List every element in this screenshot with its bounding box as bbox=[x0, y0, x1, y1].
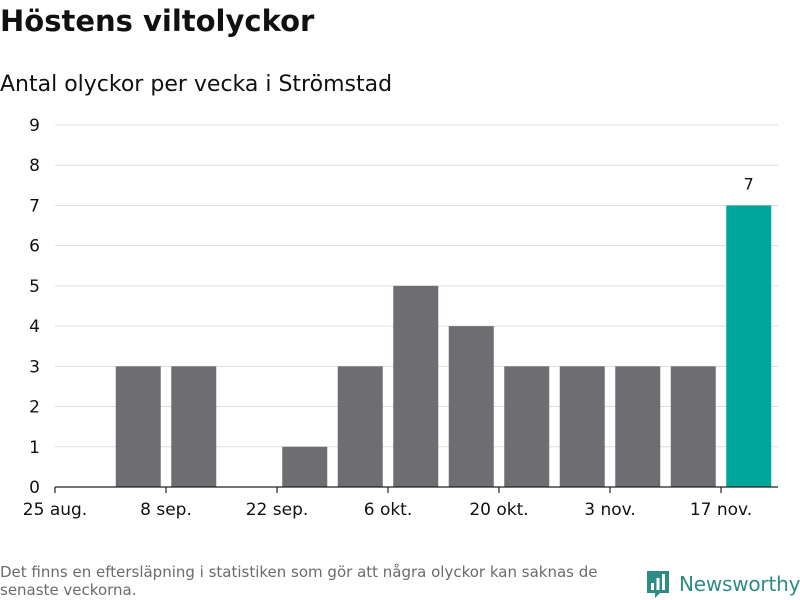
x-tick-label: 17 nov. bbox=[690, 500, 752, 520]
bar bbox=[449, 326, 494, 487]
y-tick-label: 7 bbox=[29, 196, 40, 216]
y-tick-label: 2 bbox=[29, 398, 40, 418]
bar bbox=[116, 366, 161, 487]
y-tick-label: 3 bbox=[29, 357, 40, 377]
x-tick-label: 22 sep. bbox=[246, 500, 309, 520]
bar bbox=[726, 205, 771, 487]
data-label: 7 bbox=[744, 174, 754, 193]
footnote: Det finns en eftersläpning i statistiken… bbox=[0, 563, 630, 599]
bar bbox=[171, 366, 216, 487]
y-tick-label: 5 bbox=[29, 277, 40, 297]
y-tick-label: 4 bbox=[29, 317, 40, 337]
bar bbox=[393, 286, 438, 487]
y-tick-label: 9 bbox=[29, 116, 40, 136]
x-tick-label: 20 okt. bbox=[469, 500, 528, 520]
bar bbox=[504, 366, 549, 487]
y-tick-label: 8 bbox=[29, 156, 40, 176]
bar-chart: 0 1 2 3 4 5 6 7 8 9 7 25 aug. 8 sep. 22 sep. 6 okt. 20 … bbox=[0, 0, 800, 560]
x-tick-label: 6 okt. bbox=[364, 500, 413, 520]
bar bbox=[560, 366, 605, 487]
bar bbox=[338, 366, 383, 487]
bar bbox=[615, 366, 660, 487]
bar bbox=[282, 447, 327, 487]
brand-name: Newsworthy bbox=[679, 572, 800, 596]
brand-logo[interactable]: Newsworthy bbox=[645, 568, 800, 600]
newsworthy-logo-icon bbox=[645, 569, 671, 599]
y-tick-label: 1 bbox=[29, 438, 40, 458]
y-tick-label: 0 bbox=[29, 478, 40, 498]
y-tick-label: 6 bbox=[29, 237, 40, 257]
x-tick-label: 25 aug. bbox=[23, 500, 87, 520]
x-tick-label: 8 sep. bbox=[140, 500, 192, 520]
x-tick-label: 3 nov. bbox=[584, 500, 636, 520]
bar bbox=[671, 366, 716, 487]
